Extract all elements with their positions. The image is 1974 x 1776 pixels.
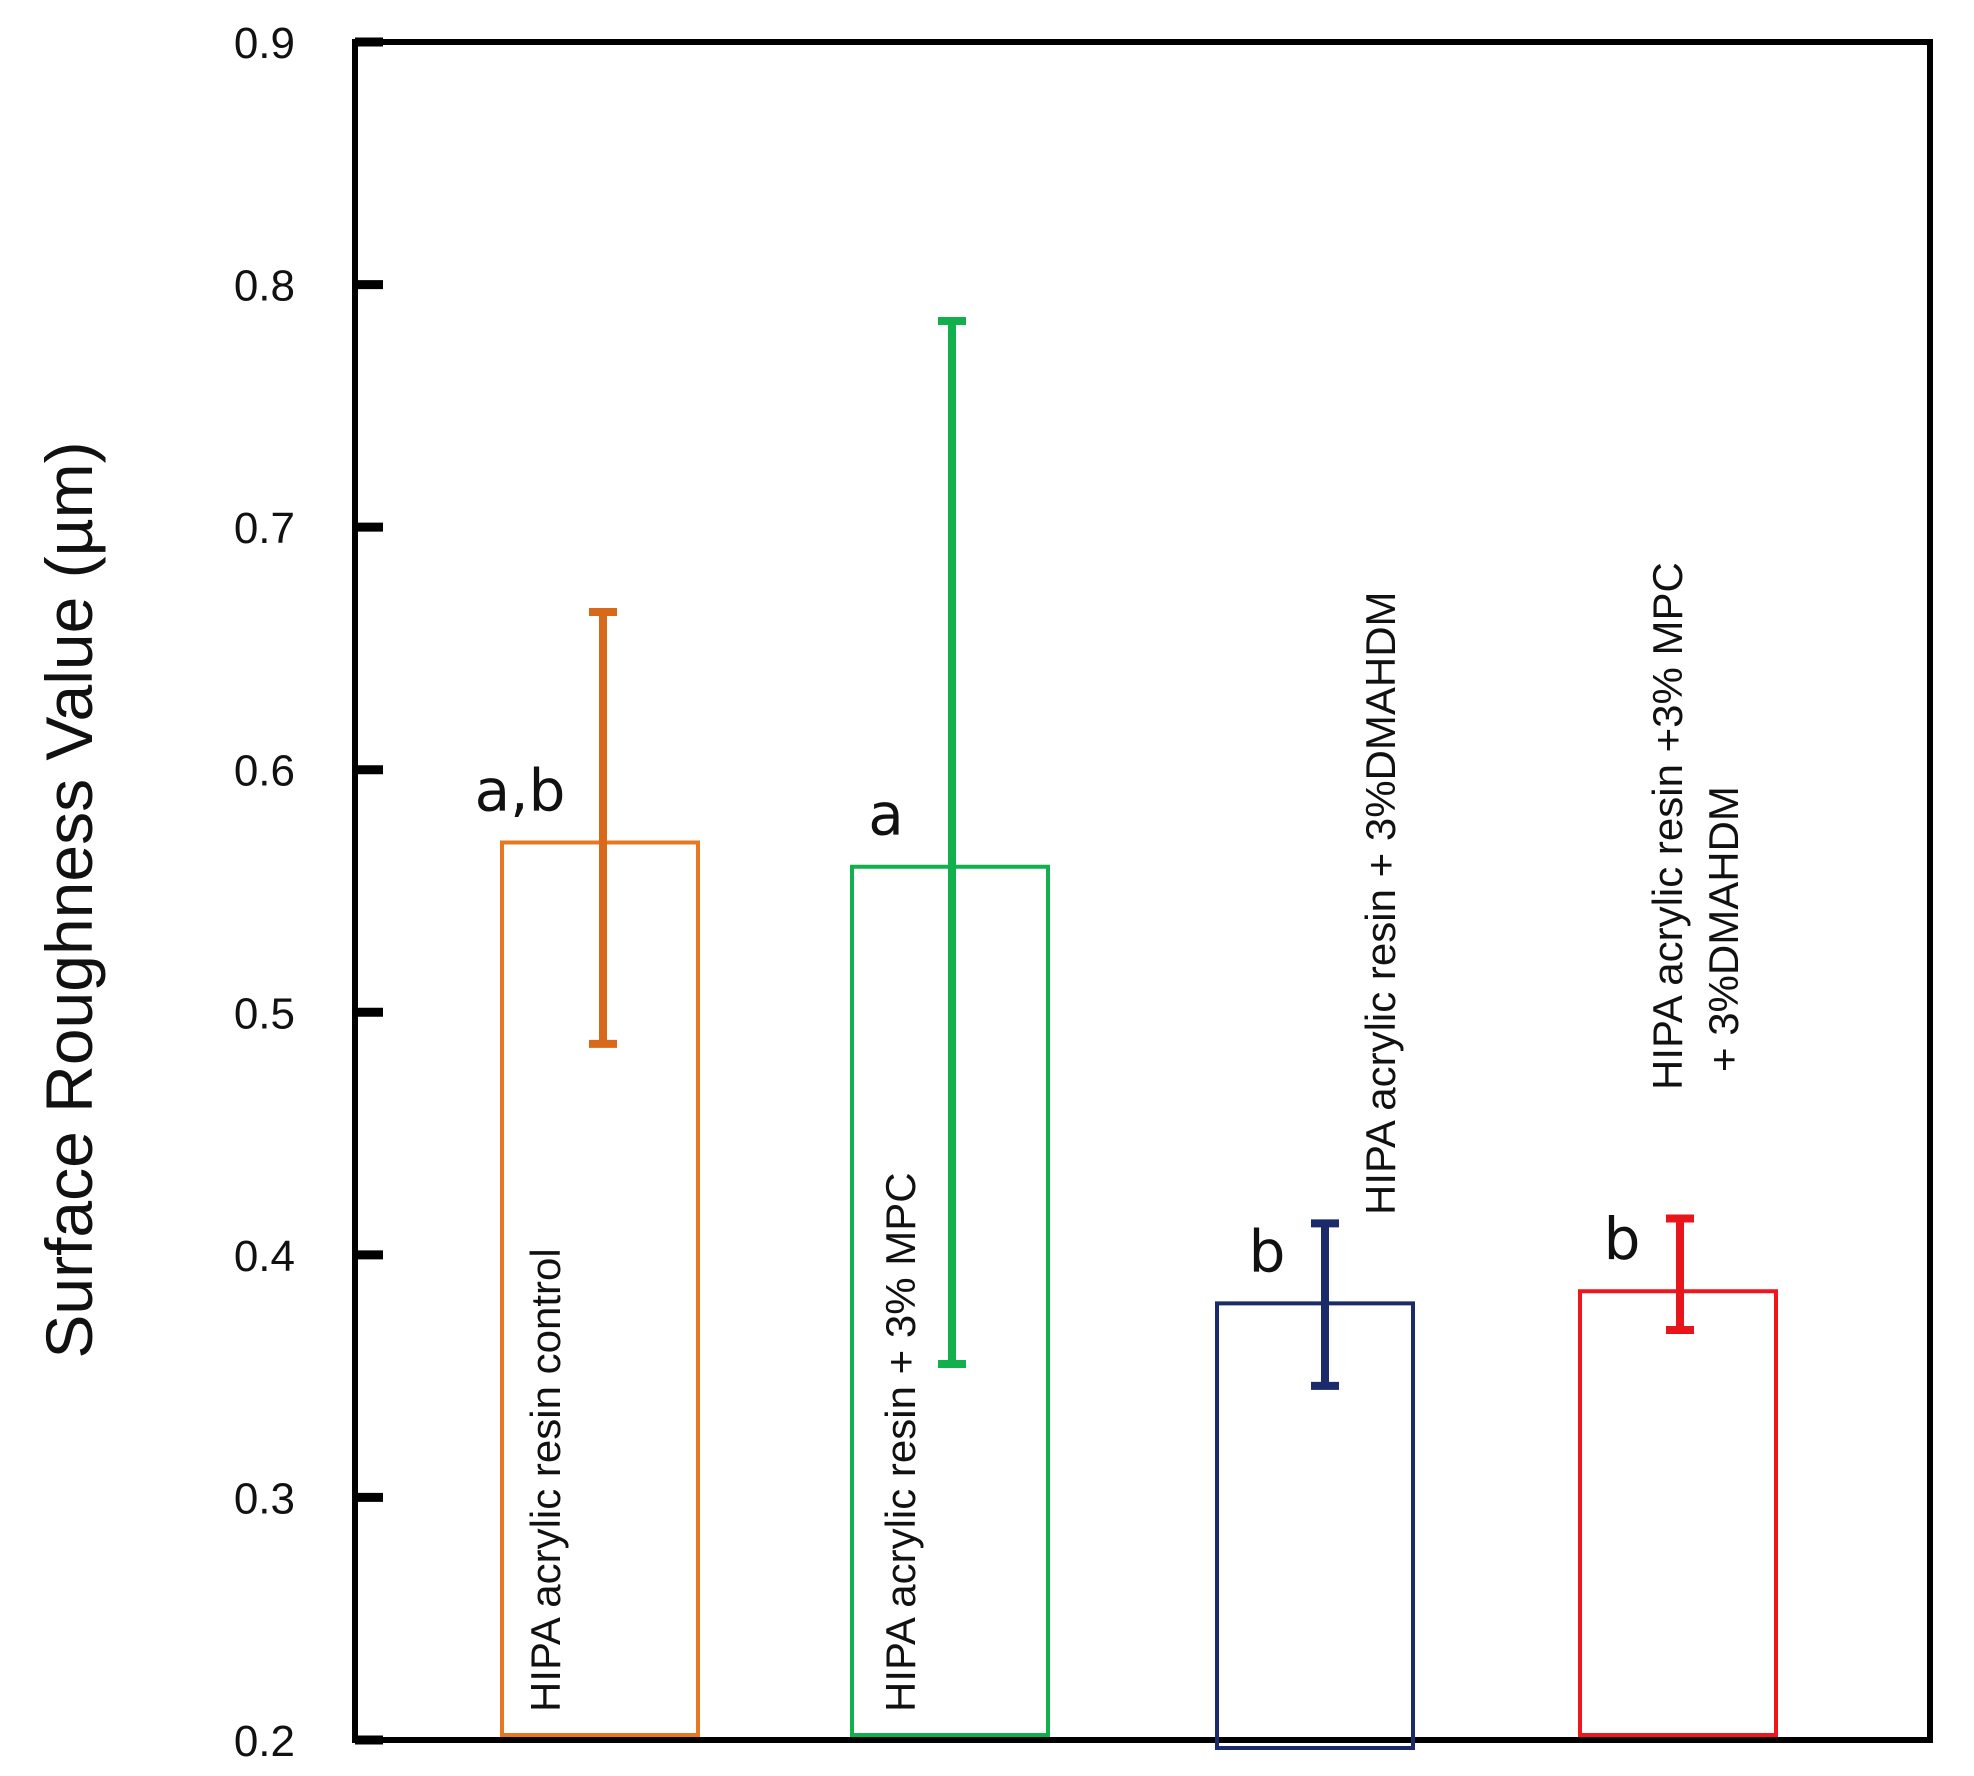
significance-label-0: a,b <box>475 756 566 824</box>
y-tick-label-1: 0.3 <box>234 1474 295 1523</box>
significance-label-1: a <box>868 781 904 849</box>
significance-label-3: b <box>1604 1205 1641 1273</box>
y-tick-label-0: 0.2 <box>234 1717 295 1766</box>
bar-2 <box>1215 1301 1415 1751</box>
bar-3 <box>1578 1289 1778 1737</box>
bar-name-line-3-0: HIPA acrylic resin +3% MPC <box>1644 562 1691 1090</box>
y-tick-label-4: 0.6 <box>234 747 295 796</box>
bar-name-2: HIPA acrylic resin + 3%DMAHDM <box>1357 591 1404 1215</box>
y-tick-label-5: 0.7 <box>234 504 295 553</box>
y-tick-label-7: 0.9 <box>234 19 295 68</box>
y-axis-label: Surface Roughness Value (µm) <box>32 441 106 1358</box>
bar-name-line-1-0: HIPA acrylic resin + 3% MPC <box>877 1172 924 1712</box>
bar-name-0: HIPA acrylic resin control <box>522 1248 569 1712</box>
bar-name-line-2-0: HIPA acrylic resin + 3%DMAHDM <box>1357 591 1404 1215</box>
y-tick-label-2: 0.4 <box>234 1232 295 1281</box>
bar-name-line-0-0: HIPA acrylic resin control <box>522 1248 569 1712</box>
plot-frame <box>352 39 1933 1743</box>
y-tick-label-3: 0.5 <box>234 989 295 1038</box>
significance-label-2: b <box>1249 1217 1286 1285</box>
bar-name-line-3-1: + 3%DMAHDM <box>1700 786 1747 1072</box>
bar-name-1: HIPA acrylic resin + 3% MPC <box>877 1172 924 1712</box>
y-tick-label-6: 0.8 <box>234 262 295 311</box>
bar-name-3: HIPA acrylic resin +3% MPC + 3%DMAHDM <box>1644 562 1747 1090</box>
